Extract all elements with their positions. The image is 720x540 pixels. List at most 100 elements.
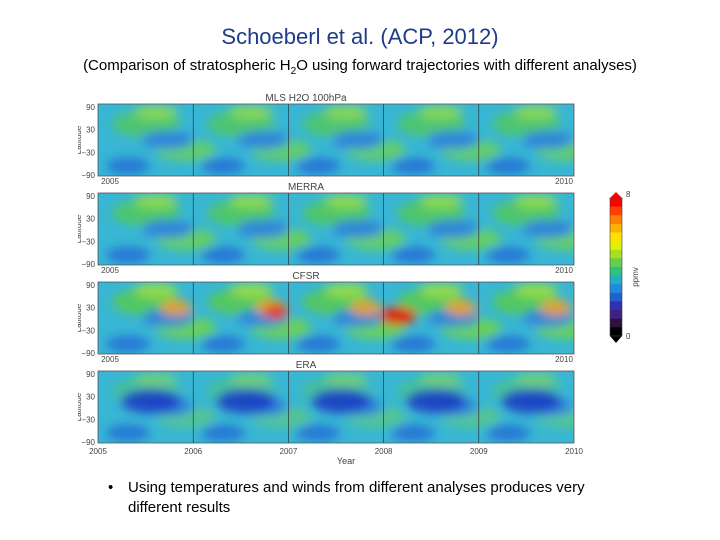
moist-feature — [229, 105, 273, 119]
field-features — [106, 105, 574, 174]
moist-feature — [324, 105, 368, 119]
dry-feature — [121, 389, 181, 413]
panel: ERA 90 30 −30 −90 Latitude 2005 2006 2007 2008 200… — [78, 360, 583, 456]
dry-feature — [201, 336, 245, 352]
dry-feature — [201, 158, 245, 174]
dry-feature — [296, 336, 340, 352]
dry-feature — [486, 425, 530, 441]
dry-feature — [106, 425, 150, 441]
field-features — [106, 194, 574, 263]
x-axis-label: Year — [337, 456, 355, 466]
y-axis-label: Latitude — [78, 392, 83, 421]
slide-subtitle: (Comparison of stratospheric H2O using f… — [0, 57, 720, 77]
panel-frame — [97, 103, 575, 177]
x-tick-label: 2007 — [280, 447, 298, 456]
panel-title: MLS H2O 100hPa — [265, 93, 347, 104]
x-tick-label: 2005 — [89, 447, 107, 456]
dry-feature — [237, 220, 289, 238]
colorbar-top-arrow — [610, 192, 622, 198]
y-axis-label: Latitude — [78, 125, 83, 154]
y-tick-label: 30 — [86, 126, 95, 135]
dry-feature — [142, 220, 194, 238]
slide-title: Schoeberl et al. (ACP, 2012) — [221, 24, 499, 49]
y-tick-label: −30 — [81, 415, 95, 424]
moist-feature — [419, 283, 463, 297]
dry-feature — [391, 336, 435, 352]
x-tick-label: 2005 — [101, 266, 119, 275]
moist-maximum — [445, 300, 477, 316]
moist-feature — [514, 194, 558, 208]
y-axis-label: Latitude — [78, 214, 83, 243]
moist-maximum — [540, 300, 572, 316]
h2o-field — [98, 371, 574, 443]
y-tick-label: −90 — [81, 171, 95, 180]
moist-maximum — [160, 300, 192, 316]
y-axis-label: Latitude — [78, 303, 83, 332]
dry-feature — [311, 389, 371, 413]
panel-group: MLS H2O 100hPa 90 30 −30 −90 Latitude 2005 2010… — [78, 93, 583, 456]
colorbar-min-label: 0 — [626, 332, 631, 341]
moist-feature — [229, 194, 273, 208]
y-tick-label: 30 — [86, 304, 95, 313]
x-tick-label: 2010 — [565, 447, 583, 456]
dry-feature — [106, 247, 150, 263]
y-tick-label: 30 — [86, 215, 95, 224]
dry-feature — [427, 220, 479, 238]
colorbar-segment — [610, 318, 622, 328]
dry-feature — [522, 131, 574, 149]
moist-feature — [324, 283, 368, 297]
panel-title: CFSR — [292, 271, 319, 282]
y-tick-label: −90 — [81, 349, 95, 358]
panel-frame — [97, 281, 575, 355]
moist-feature — [324, 372, 368, 386]
moist-feature — [324, 194, 368, 208]
moist-feature — [419, 194, 463, 208]
panel-frame — [97, 192, 575, 266]
moist-maximum — [380, 307, 416, 325]
colorbar-segment — [610, 292, 622, 302]
colorbar-segment — [610, 267, 622, 277]
x-tick-label: 2009 — [470, 447, 488, 456]
y-tick-label: −30 — [81, 237, 95, 246]
moist-maximum — [264, 305, 288, 319]
x-tick-label: 2005 — [101, 177, 119, 186]
dry-feature — [391, 425, 435, 441]
moist-feature — [229, 372, 273, 386]
y-tick-label: 30 — [86, 393, 95, 402]
moist-feature — [419, 372, 463, 386]
h2o-field — [98, 193, 574, 265]
dry-feature — [296, 158, 340, 174]
panel-frame — [97, 370, 575, 444]
moist-maximum — [350, 300, 382, 316]
colorbar-segment — [610, 258, 622, 268]
panel: MERRA 90 30 −30 −90 Latitude 2005 2010 — [78, 182, 575, 275]
dry-feature — [486, 158, 530, 174]
dry-feature — [237, 131, 289, 149]
dry-feature — [391, 158, 435, 174]
dry-feature — [486, 336, 530, 352]
y-tick-label: 90 — [86, 192, 95, 201]
panel-title: ERA — [296, 360, 317, 371]
field-features — [106, 283, 574, 352]
subtitle-text-start: (Comparison of stratospheric H — [83, 57, 291, 74]
dry-feature — [106, 158, 150, 174]
dry-feature — [201, 425, 245, 441]
dry-feature — [406, 389, 466, 413]
colorbar-frame — [609, 197, 623, 337]
y-tick-label: −30 — [81, 148, 95, 157]
colorbar-segment — [610, 327, 622, 337]
x-tick-label: 2010 — [555, 266, 573, 275]
colorbar-segment — [610, 198, 622, 208]
dry-feature — [332, 131, 384, 149]
dry-feature — [201, 247, 245, 263]
colorbar: 8 0 ppmv — [609, 190, 640, 343]
colorbar-bottom-arrow — [610, 336, 622, 343]
colorbar-segment — [610, 301, 622, 311]
x-tick-label: 2005 — [101, 355, 119, 364]
moist-feature — [514, 372, 558, 386]
x-tick-label: 2008 — [375, 447, 393, 456]
y-tick-label: −90 — [81, 438, 95, 447]
dry-feature — [391, 247, 435, 263]
colorbar-segment — [610, 310, 622, 320]
